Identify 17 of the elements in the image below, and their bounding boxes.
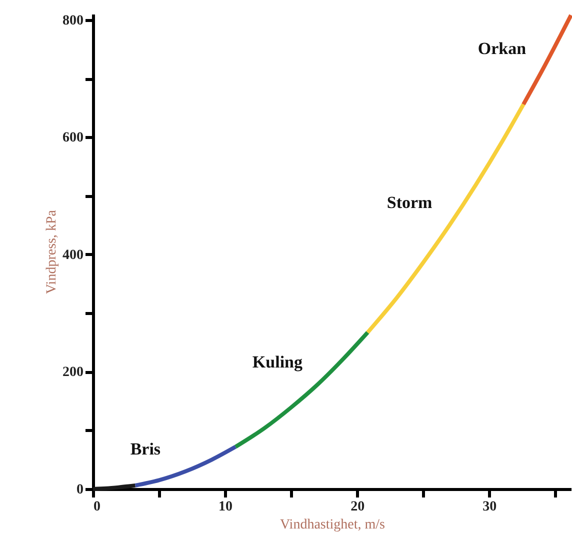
- y-tick-label: 400: [62, 248, 84, 263]
- x-tick-label: 20: [350, 500, 365, 514]
- y-tick-label: 800: [62, 13, 84, 28]
- y-tick-label: 200: [62, 365, 84, 380]
- x-tick-label: 10: [218, 500, 233, 514]
- x-tick-label: 30: [482, 500, 497, 514]
- y-tick-label: 0: [76, 482, 84, 498]
- y-tick-label: 600: [62, 130, 84, 146]
- x-tick-label: 0: [94, 500, 100, 514]
- line-series: [234, 330, 370, 449]
- x-axis-title: Vindhastighet, m/s: [280, 518, 385, 532]
- line-series: [366, 102, 526, 334]
- series-label: Storm: [386, 193, 432, 212]
- series-label: Orkan: [478, 38, 527, 58]
- series-label: Bris: [130, 439, 161, 458]
- series-label: Kuling: [252, 352, 304, 372]
- y-axis-title: Vindpress, kPa: [44, 209, 60, 294]
